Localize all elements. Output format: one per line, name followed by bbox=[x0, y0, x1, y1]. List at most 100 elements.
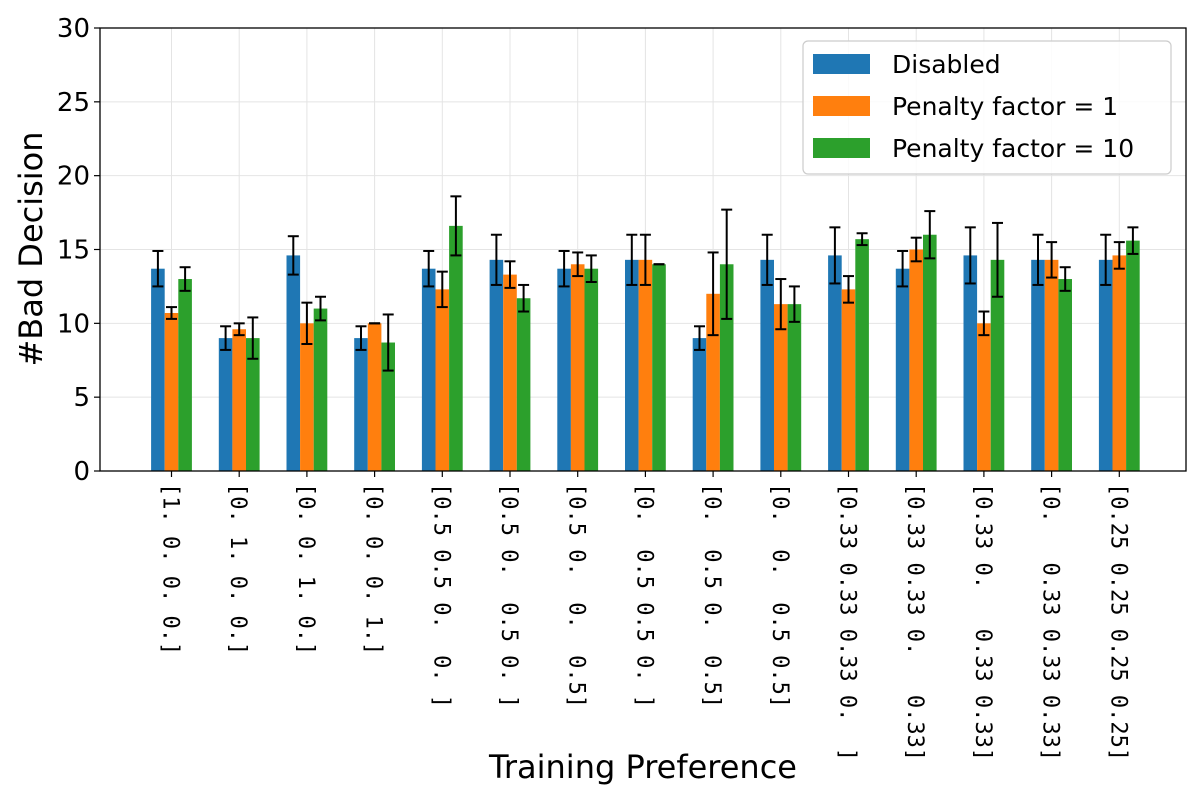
error-bar bbox=[924, 210, 936, 260]
error-bar bbox=[1100, 233, 1112, 286]
error-bar bbox=[301, 301, 313, 346]
bar-1-3 bbox=[286, 255, 301, 471]
bar-3-13 bbox=[990, 259, 1005, 471]
bar-1-1 bbox=[151, 268, 165, 471]
bar-1-6 bbox=[489, 259, 504, 471]
bar-3-4 bbox=[381, 342, 395, 471]
error-bar bbox=[626, 233, 638, 286]
x-tick-label: [0.33 0. 0.33 0.33] bbox=[970, 483, 995, 761]
bar-1-5 bbox=[421, 268, 436, 471]
error-bar bbox=[436, 270, 448, 309]
error-bar bbox=[843, 275, 854, 304]
y-tick-label: 10 bbox=[57, 309, 90, 339]
error-bar bbox=[639, 233, 651, 286]
error-bar bbox=[220, 325, 232, 351]
bar-2-13 bbox=[977, 323, 991, 471]
error-bar bbox=[694, 325, 705, 351]
error-bar bbox=[572, 251, 584, 278]
bar-3-3 bbox=[313, 308, 328, 471]
error-bar bbox=[775, 278, 787, 331]
error-bar bbox=[179, 266, 191, 292]
x-tick-label: [0. 0.5 0. 0.5] bbox=[699, 483, 724, 708]
y-tick-label: 15 bbox=[57, 236, 90, 266]
bar-1-11 bbox=[828, 255, 842, 471]
bar-1-12 bbox=[895, 268, 910, 471]
error-bar bbox=[1046, 241, 1058, 279]
error-bar bbox=[992, 221, 1003, 298]
bar-2-12 bbox=[909, 249, 923, 471]
legend: Disabled Penalty factor = 1 Penalty factor… bbox=[802, 40, 1172, 175]
bar-2-7 bbox=[570, 264, 585, 471]
x-tick-label: [0.33 0.33 0.33 0. ] bbox=[835, 483, 860, 761]
bar-2-1 bbox=[164, 312, 179, 471]
error-bar bbox=[978, 310, 990, 337]
error-bar bbox=[504, 260, 516, 289]
y-tick-label: 5 bbox=[73, 383, 90, 413]
legend-label: Penalty factor = 1 bbox=[892, 92, 1118, 121]
error-bar bbox=[382, 313, 394, 372]
x-tick-label: [0.5 0. 0. 0.5] bbox=[564, 483, 589, 708]
bar-2-10 bbox=[774, 304, 788, 471]
bar-2-4 bbox=[367, 323, 382, 471]
x-tick-label: [0. 0.5 0.5 0. ] bbox=[631, 483, 656, 708]
error-bar bbox=[1059, 266, 1071, 292]
bars bbox=[151, 225, 1140, 471]
bar-2-2 bbox=[232, 329, 246, 471]
x-tick-label: [0. 0.33 0.33 0.33] bbox=[1038, 483, 1063, 761]
x-tick-label: [0.5 0.5 0. 0. ] bbox=[428, 483, 453, 708]
error-bar bbox=[287, 235, 299, 276]
error-bar bbox=[166, 306, 177, 320]
error-bar bbox=[910, 236, 922, 263]
bar-2-6 bbox=[503, 274, 517, 471]
x-tick-label: [0. 0. 0. 1.] bbox=[361, 483, 386, 655]
bar-1-15 bbox=[1098, 259, 1113, 471]
x-tick-label: [0.5 0. 0.5 0. ] bbox=[496, 483, 521, 708]
error-bar bbox=[1127, 226, 1139, 255]
error-bar bbox=[355, 325, 367, 351]
bar-2-3 bbox=[300, 323, 314, 471]
legend-box bbox=[802, 40, 1172, 175]
x-tick-label: [0.25 0.25 0.25 0.25] bbox=[1105, 483, 1130, 761]
error-bar bbox=[247, 316, 259, 360]
bar-1-14 bbox=[1031, 259, 1045, 471]
bar-3-6 bbox=[516, 298, 531, 471]
legend-label: Penalty factor = 10 bbox=[892, 134, 1134, 163]
bar-3-9 bbox=[719, 264, 734, 471]
error-bar bbox=[707, 251, 719, 337]
legend-swatch bbox=[813, 96, 870, 116]
y-tick-label: 0 bbox=[73, 457, 90, 487]
bar-3-11 bbox=[855, 239, 869, 471]
bar-2-11 bbox=[841, 289, 856, 471]
x-tick-label: [0. 0. 1. 0.] bbox=[293, 483, 318, 655]
error-bars bbox=[152, 195, 1139, 372]
bar-1-13 bbox=[963, 255, 978, 471]
error-bar bbox=[423, 249, 435, 288]
bar-1-10 bbox=[760, 259, 774, 471]
x-tick-label: [1. 0. 0. 0.] bbox=[158, 483, 183, 655]
bar-3-7 bbox=[584, 268, 599, 471]
bar-3-8 bbox=[652, 264, 666, 471]
bar-2-15 bbox=[1112, 255, 1127, 471]
legend-label: Disabled bbox=[892, 50, 1001, 79]
x-tick-label: [0. 1. 0. 0.] bbox=[225, 483, 250, 655]
error-bar bbox=[829, 226, 841, 285]
error-bar bbox=[152, 249, 164, 288]
error-bar bbox=[558, 249, 570, 288]
legend-swatch bbox=[813, 54, 870, 74]
error-bar bbox=[897, 249, 909, 288]
error-bar bbox=[964, 226, 976, 285]
x-tick-label: [0. 0. 0.5 0.5] bbox=[767, 483, 792, 708]
x-axis-title: Training Preference bbox=[488, 748, 797, 786]
bar-3-5 bbox=[449, 225, 463, 471]
bar-3-15 bbox=[1126, 240, 1140, 471]
x-axis: [1. 0. 0. 0.] [0. 1. 0. 0.] [0. 0. 1. 0.] [… bbox=[158, 471, 1130, 761]
bar-1-9 bbox=[692, 338, 707, 471]
y-axis-title: #Bad Decision bbox=[12, 131, 50, 366]
y-tick-label: 30 bbox=[57, 14, 90, 44]
error-bar bbox=[490, 233, 502, 286]
y-tick-label: 20 bbox=[57, 162, 90, 192]
bar-3-1 bbox=[178, 279, 192, 471]
error-bar bbox=[1032, 233, 1044, 286]
error-bar bbox=[788, 285, 800, 323]
